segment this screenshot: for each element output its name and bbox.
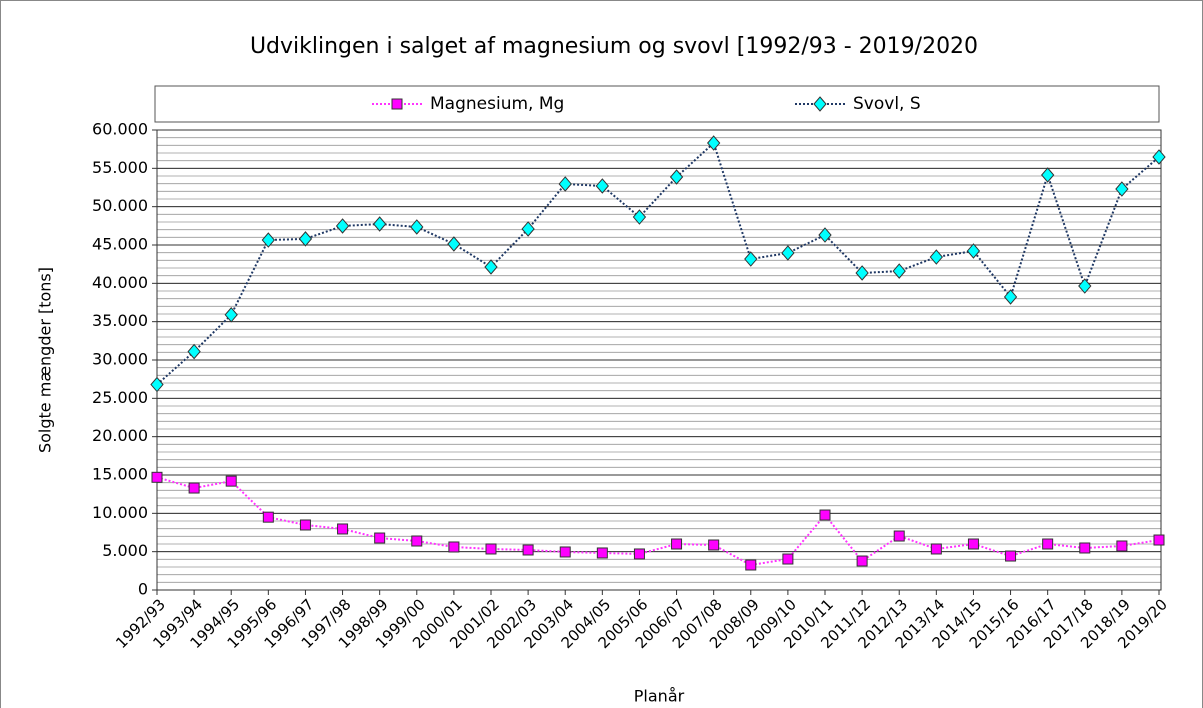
y-tick-label: 50.000 <box>92 196 148 215</box>
marker <box>707 135 721 151</box>
marker <box>669 169 684 185</box>
y-tick-label: 60.000 <box>92 120 148 139</box>
marker <box>224 306 238 323</box>
marker <box>744 251 758 267</box>
y-tick-label: 15.000 <box>92 465 148 484</box>
marker <box>150 376 164 393</box>
marker <box>373 216 387 232</box>
marker <box>1003 289 1018 305</box>
marker <box>337 523 349 535</box>
marker <box>1079 542 1091 554</box>
marker <box>966 243 981 259</box>
marker <box>298 231 313 247</box>
marker <box>892 263 906 279</box>
marker <box>930 543 942 555</box>
marker <box>782 553 794 565</box>
plot-border <box>156 129 1162 591</box>
marker <box>596 547 608 559</box>
marker <box>559 546 571 558</box>
y-tick-label: 20.000 <box>92 426 148 445</box>
marker <box>856 555 868 567</box>
marker <box>708 539 720 551</box>
y-tick-label: 35.000 <box>92 311 148 330</box>
marker <box>633 548 645 560</box>
y-axis-label: Solgte mængder [tons] <box>36 267 55 453</box>
marker <box>929 249 943 265</box>
y-tick-label: 40.000 <box>92 273 148 292</box>
marker <box>595 178 609 194</box>
marker <box>374 532 386 544</box>
marker <box>484 259 498 275</box>
marker <box>558 176 572 192</box>
chart-title: Udviklingen i salget af magnesium og svo… <box>250 34 978 59</box>
y-tick-label: 10.000 <box>92 503 148 522</box>
marker <box>485 543 497 555</box>
series-line <box>156 141 1160 386</box>
y-tick-label: 55.000 <box>92 158 148 177</box>
marker <box>632 209 647 225</box>
marker <box>335 218 350 234</box>
marker <box>1115 181 1129 197</box>
marker <box>1041 167 1055 183</box>
legend-label: Svovl, S <box>853 94 921 114</box>
y-tick-label: 5.000 <box>102 541 148 560</box>
marker <box>818 227 832 243</box>
marker <box>671 538 683 550</box>
marker <box>448 541 460 553</box>
marker <box>893 530 905 542</box>
marker <box>299 519 311 531</box>
marker <box>411 535 423 547</box>
y-tick-label: 30.000 <box>92 350 148 369</box>
marker <box>261 232 275 248</box>
series-line <box>156 476 1160 567</box>
legend-marker <box>813 96 827 112</box>
marker <box>855 265 869 281</box>
marker <box>410 219 424 235</box>
legend-marker <box>391 98 403 110</box>
y-tick-label: 45.000 <box>92 235 148 254</box>
marker <box>188 482 200 494</box>
y-tick-label: 25.000 <box>92 388 148 407</box>
marker <box>1116 540 1128 552</box>
marker <box>819 509 831 521</box>
marker <box>521 221 535 237</box>
marker <box>262 511 274 523</box>
marker <box>1078 278 1092 294</box>
legend-box <box>154 85 1160 123</box>
marker <box>745 559 757 571</box>
legend-label: Magnesium, Mg <box>430 94 564 114</box>
marker <box>967 538 979 550</box>
marker <box>151 471 163 483</box>
marker <box>1042 538 1054 550</box>
marker <box>447 236 461 252</box>
marker <box>1152 149 1166 165</box>
marker <box>781 245 795 261</box>
marker <box>187 343 201 360</box>
y-tick-label: 0 <box>138 580 148 599</box>
marker <box>522 544 534 556</box>
marker <box>225 475 237 487</box>
marker <box>1153 534 1165 546</box>
marker <box>1005 550 1017 562</box>
x-axis-label: Planår <box>634 687 685 706</box>
